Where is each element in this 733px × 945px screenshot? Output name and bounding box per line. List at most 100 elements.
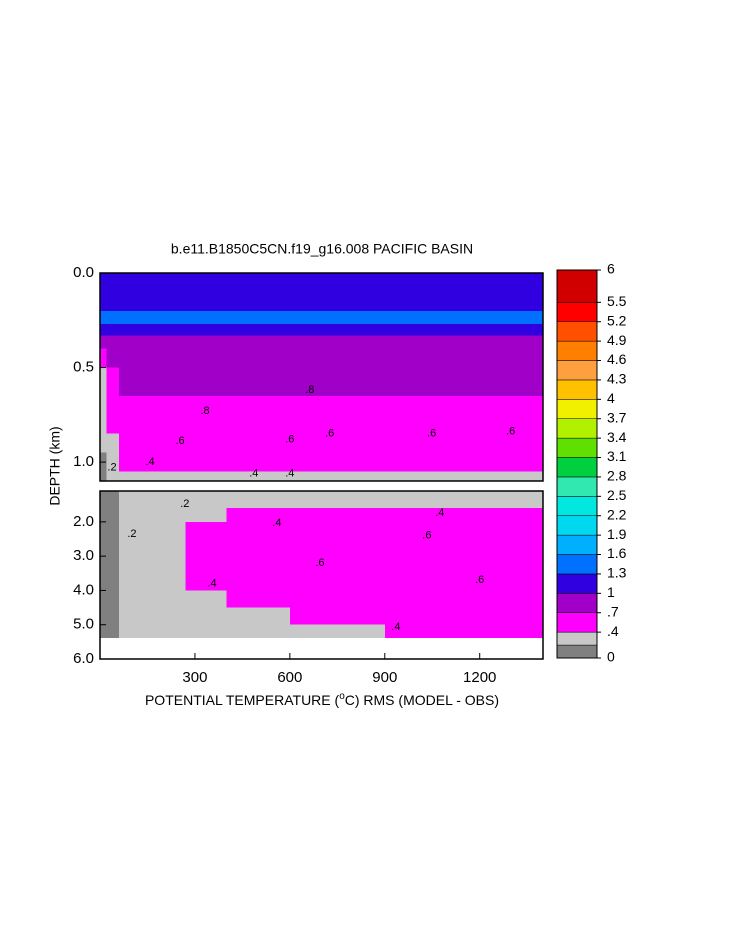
contour-cell <box>384 539 481 557</box>
colorbar-band <box>556 612 598 633</box>
y-tick-label: 4.0 <box>73 581 94 598</box>
contour-cell <box>479 348 544 369</box>
contour-cell <box>147 433 196 454</box>
colorbar-tick-label: 4.6 <box>607 351 627 367</box>
contour-cell <box>118 367 148 397</box>
contour-cell <box>137 556 186 574</box>
contour-cell <box>479 471 544 482</box>
contour-cell <box>226 521 291 540</box>
contour-cell <box>106 310 120 325</box>
contour-cell <box>100 521 120 540</box>
contour-cell <box>479 491 544 499</box>
contour-cell <box>384 367 481 397</box>
contour-label: .2 <box>180 498 189 510</box>
contour-cell <box>137 491 186 499</box>
colorbar-tick-label: 2.8 <box>607 468 627 484</box>
colorbar-tick-label: 5.2 <box>607 312 627 328</box>
contour-cell <box>106 452 120 473</box>
colorbar-band <box>556 379 598 400</box>
contour-cell <box>106 324 120 336</box>
contour-cell <box>479 395 544 416</box>
contour-cell <box>479 310 544 325</box>
x-tick-label: 300 <box>182 669 207 686</box>
contour-cell <box>185 539 228 557</box>
contour-cell <box>137 539 186 557</box>
contour-cell <box>289 395 386 416</box>
contour-cell <box>194 273 291 293</box>
panel <box>100 491 544 638</box>
contour-cell <box>226 624 291 638</box>
contour-cell <box>226 508 291 523</box>
contour-cell <box>100 573 120 591</box>
colorbar-frame <box>556 269 598 659</box>
contour-cell <box>384 508 481 523</box>
contour-cell <box>147 471 196 482</box>
contour-cell <box>100 607 120 626</box>
y-tick-label: 2.0 <box>73 513 94 530</box>
colorbar-tick-label: 4.9 <box>607 332 627 348</box>
contour-cell <box>226 556 291 574</box>
contour-cell <box>118 521 139 540</box>
contour-cell <box>100 590 120 609</box>
contour-cell <box>289 414 386 435</box>
colorbar-tick-label: 1.9 <box>607 526 627 542</box>
contour-cell <box>118 539 139 557</box>
colorbar-tick-label: 3.4 <box>607 429 627 445</box>
colorbar-tick-label: .7 <box>607 603 619 619</box>
x-axis-label-part: POTENTIAL TEMPERATURE ( <box>145 692 340 708</box>
contour-cell <box>384 624 481 638</box>
contour-label: .6 <box>285 433 294 445</box>
contour-cell <box>118 310 148 325</box>
colorbar-band <box>556 457 598 478</box>
colorbar-tick-label: 1 <box>607 584 615 600</box>
contour-cell <box>289 471 386 482</box>
colorbar-band <box>556 437 598 458</box>
contour-cell <box>118 607 139 626</box>
contour-label: .4 <box>285 467 294 479</box>
contour-cell <box>289 291 386 312</box>
contour-cell <box>185 508 228 523</box>
colorbar-tick-label: 2.2 <box>607 506 627 522</box>
contour-cell <box>479 273 544 293</box>
y-tick-label: 0.5 <box>73 359 94 376</box>
colorbar-tick-label: 3.1 <box>607 448 627 464</box>
contour-cell <box>137 573 186 591</box>
contour-cell <box>137 624 186 638</box>
contour-cell <box>194 452 291 473</box>
contour-cell <box>194 310 291 325</box>
contour-cell <box>384 324 481 336</box>
x-axis-label-sup: o <box>339 691 345 702</box>
contour-cell <box>384 395 481 416</box>
colorbar-tick-label: .4 <box>607 623 619 639</box>
chart-title: b.e11.B1850C5CN.f19_g16.008 PACIFIC BASI… <box>171 241 473 257</box>
contour-label: .6 <box>475 574 484 586</box>
contour-cell <box>289 335 386 350</box>
contour-cell <box>147 310 196 325</box>
contour-cell <box>194 367 291 397</box>
contour-label: .6 <box>422 529 431 541</box>
contour-cell <box>100 471 107 482</box>
contour-label: .8 <box>305 384 314 396</box>
colorbar-tick-label: 1.6 <box>607 545 627 561</box>
colorbar-tick-label: 0 <box>607 649 615 665</box>
contour-cell <box>384 414 481 435</box>
y-tick-label: 5.0 <box>73 616 94 633</box>
contour-cell <box>194 291 291 312</box>
contour-cell <box>106 348 120 369</box>
contour-cell <box>226 497 291 509</box>
colorbar-tick-label: 6 <box>607 261 615 277</box>
x-tick-label: 900 <box>372 669 397 686</box>
x-axis-label: POTENTIAL TEMPERATURE (oC) RMS (MODEL - … <box>145 691 499 708</box>
contour-cell <box>479 521 544 540</box>
contour-label: .2 <box>127 528 136 540</box>
colorbar-band <box>556 593 598 613</box>
contour-cell <box>100 556 120 574</box>
contour-cell <box>100 539 120 557</box>
contour-cell <box>384 573 481 591</box>
contour-cell <box>106 273 120 293</box>
contour-cell <box>137 497 186 509</box>
contour-cell <box>226 539 291 557</box>
contour-label: .2 <box>107 462 116 474</box>
contour-cell <box>118 590 139 609</box>
contour-cell <box>118 414 148 435</box>
